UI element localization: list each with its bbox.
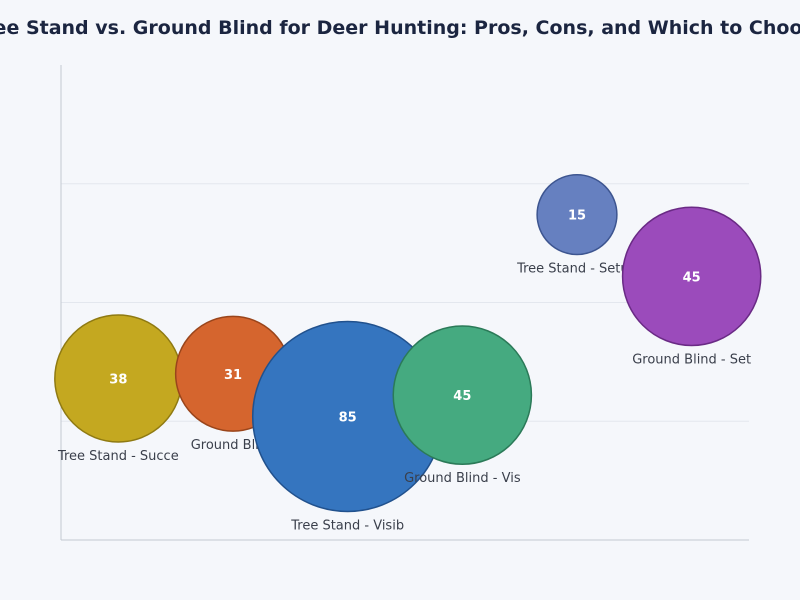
bubble-value-label: 15: [568, 209, 586, 224]
bubble-value-label: 85: [339, 411, 357, 426]
bubble-category-label: Tree Stand - Visib: [290, 518, 404, 533]
bubble-value-label: 45: [453, 389, 471, 404]
bubble-group[interactable]: 45 Ground Blind - Set: [621, 206, 762, 367]
bubble[interactable]: [392, 325, 533, 465]
bubble-value-label: 38: [109, 373, 127, 388]
bubble-category-label: Tree Stand - Succe: [57, 449, 179, 464]
bubble-category-label: Ground Blind - Vis: [404, 471, 521, 486]
bubble-category-label: Ground Blind: [191, 438, 276, 453]
bubble-category-label: Ground Blind - Set: [632, 352, 751, 367]
bubble[interactable]: [536, 173, 618, 256]
bubble-group[interactable]: 38 Tree Stand - Succe: [54, 314, 183, 464]
bubble-group[interactable]: 15 Tree Stand - Setup: [516, 173, 637, 277]
bubble-value-label: 31: [224, 368, 242, 383]
bubble[interactable]: [621, 206, 762, 347]
bubble-value-label: 45: [683, 270, 701, 285]
axes-layer: [60, 65, 749, 541]
bubble-layer: 38 Tree Stand - Succe 31 Ground Blind 85 Tree…: [54, 173, 762, 533]
chart-title: Tree Stand vs. Ground Blind for Deer Hun…: [0, 17, 800, 39]
bubble-category-label: Tree Stand - Setup: [516, 262, 637, 277]
bubble-group[interactable]: 45 Ground Blind - Vis: [392, 325, 533, 486]
